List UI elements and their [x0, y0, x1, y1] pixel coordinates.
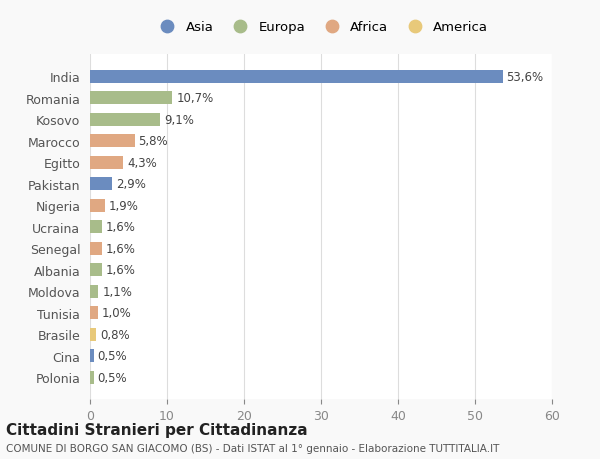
Bar: [90, 113, 160, 127]
Text: COMUNE DI BORGO SAN GIACOMO (BS) - Dati ISTAT al 1° gennaio - Elaborazione TUTTI: COMUNE DI BORGO SAN GIACOMO (BS) - Dati …: [6, 443, 499, 453]
Bar: [90, 178, 112, 191]
Bar: [90, 328, 96, 341]
Text: 1,1%: 1,1%: [103, 285, 132, 298]
Bar: [90, 307, 98, 319]
Text: 10,7%: 10,7%: [176, 92, 214, 105]
Text: 1,6%: 1,6%: [106, 263, 136, 277]
Bar: [90, 221, 103, 234]
Text: 1,0%: 1,0%: [101, 307, 131, 319]
Text: 1,6%: 1,6%: [106, 221, 136, 234]
Bar: [90, 349, 94, 362]
Bar: [90, 263, 103, 276]
Text: 1,9%: 1,9%: [109, 199, 139, 212]
Text: 0,5%: 0,5%: [98, 371, 127, 384]
Text: 2,9%: 2,9%: [116, 178, 146, 191]
Text: 9,1%: 9,1%: [164, 113, 194, 127]
Text: Cittadini Stranieri per Cittadinanza: Cittadini Stranieri per Cittadinanza: [6, 422, 308, 437]
Bar: [90, 285, 98, 298]
Bar: [90, 242, 103, 255]
Bar: [90, 199, 104, 212]
Text: 0,8%: 0,8%: [100, 328, 130, 341]
Bar: [90, 371, 94, 384]
Legend: Asia, Europa, Africa, America: Asia, Europa, Africa, America: [150, 17, 492, 38]
Text: 1,6%: 1,6%: [106, 242, 136, 255]
Bar: [90, 157, 123, 169]
Bar: [90, 71, 503, 84]
Text: 4,3%: 4,3%: [127, 157, 157, 169]
Text: 53,6%: 53,6%: [506, 71, 544, 84]
Bar: [90, 135, 134, 148]
Text: 0,5%: 0,5%: [98, 349, 127, 362]
Bar: [90, 92, 172, 105]
Text: 5,8%: 5,8%: [139, 135, 168, 148]
